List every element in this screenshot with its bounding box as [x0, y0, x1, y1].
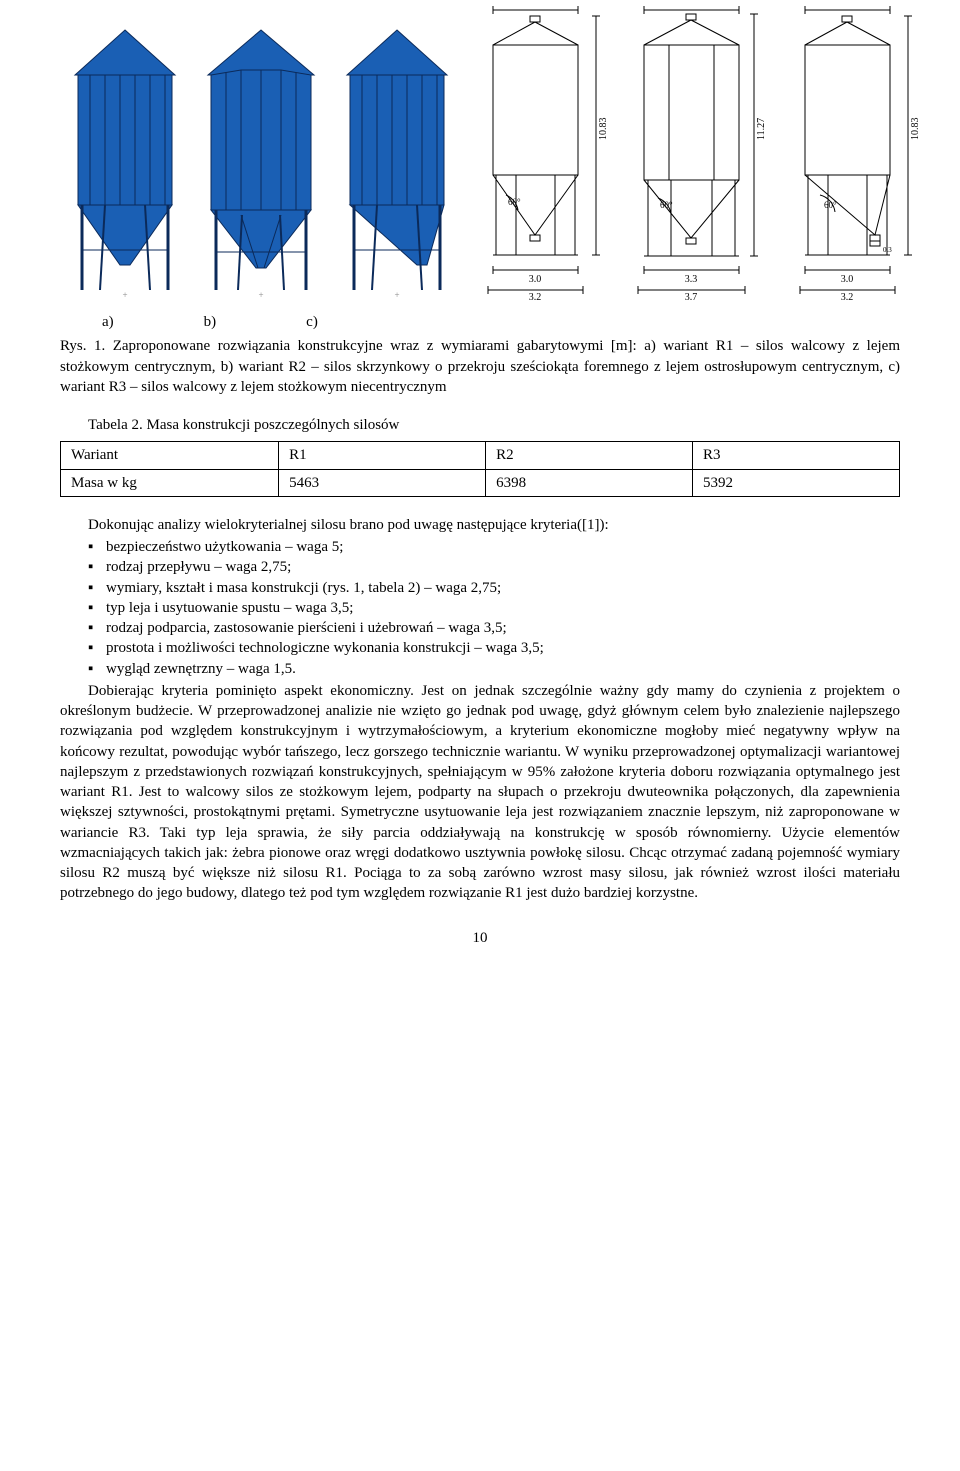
- table-header-row: Wariant R1 R2 R3: [61, 442, 900, 469]
- svg-text:+: +: [122, 290, 127, 300]
- drawing-a: 60° 10.83 3.0 3.2: [468, 0, 618, 300]
- table-row: Masa w kg 5463 6398 5392: [61, 469, 900, 496]
- mass-table: Wariant R1 R2 R3 Masa w kg 5463 6398 539…: [60, 441, 900, 497]
- dim-height-b: 11.27: [756, 118, 767, 140]
- val-r3: 5392: [693, 469, 900, 496]
- list-item: rodzaj przepływu – waga 2,75;: [88, 557, 900, 577]
- figure-caption: Rys. 1. Zaproponowane rozwiązania konstr…: [60, 336, 900, 397]
- page-number: 10: [60, 928, 900, 948]
- row-label: Masa w kg: [61, 469, 279, 496]
- body-paragraph: Dobierając kryteria pominięto aspekt eko…: [60, 681, 900, 904]
- label-c: c): [306, 312, 318, 332]
- intro-text: Dokonując analizy wielokryterialnej silo…: [60, 515, 900, 535]
- label-b: b): [204, 312, 217, 332]
- val-r2: 6398: [486, 469, 693, 496]
- render-b: +: [196, 20, 326, 300]
- render-a: +: [60, 20, 190, 300]
- table-caption: Tabela 2. Masa konstrukcji poszczególnyc…: [60, 415, 900, 435]
- dim-wtop-b: 3.3: [685, 274, 698, 285]
- dim-wtop-a: 3.0: [529, 274, 542, 285]
- figure-sublabels: a) b) c): [60, 312, 900, 332]
- render-c: +: [332, 20, 462, 300]
- criteria-list: bezpieczeństwo użytkowania – waga 5; rod…: [60, 537, 900, 679]
- col-r3: R3: [693, 442, 900, 469]
- svg-text:0.3: 0.3: [883, 246, 892, 254]
- val-r1: 5463: [279, 469, 486, 496]
- svg-text:+: +: [394, 290, 399, 300]
- col-wariant: Wariant: [61, 442, 279, 469]
- drawing-c: 60° 10.83 3.0 3.2 0.3: [780, 0, 930, 300]
- svg-text:+: +: [258, 290, 263, 300]
- label-a: a): [102, 312, 114, 332]
- dim-height-c: 10.83: [910, 118, 921, 141]
- drawing-b: 60° 11.27 3.3 3.7: [624, 0, 774, 300]
- list-item: bezpieczeństwo użytkowania – waga 5;: [88, 537, 900, 557]
- list-item: prostota i możliwości technologiczne wyk…: [88, 638, 900, 658]
- list-item: rodzaj podparcia, zastosowanie pierścien…: [88, 618, 900, 638]
- dim-height-a: 10.83: [598, 118, 609, 141]
- list-item: wymiary, kształt i masa konstrukcji (rys…: [88, 578, 900, 598]
- col-r2: R2: [486, 442, 693, 469]
- dim-wbot-b: 3.7: [685, 292, 698, 300]
- col-r1: R1: [279, 442, 486, 469]
- figure-row: + +: [60, 0, 900, 300]
- dim-wbot-c: 3.2: [841, 292, 854, 300]
- dim-wbot-a: 3.2: [529, 292, 542, 300]
- list-item: typ leja i usytuowanie spustu – waga 3,5…: [88, 598, 900, 618]
- list-item: wygląd zewnętrzny – waga 1,5.: [88, 659, 900, 679]
- dim-wtop-c: 3.0: [841, 274, 854, 285]
